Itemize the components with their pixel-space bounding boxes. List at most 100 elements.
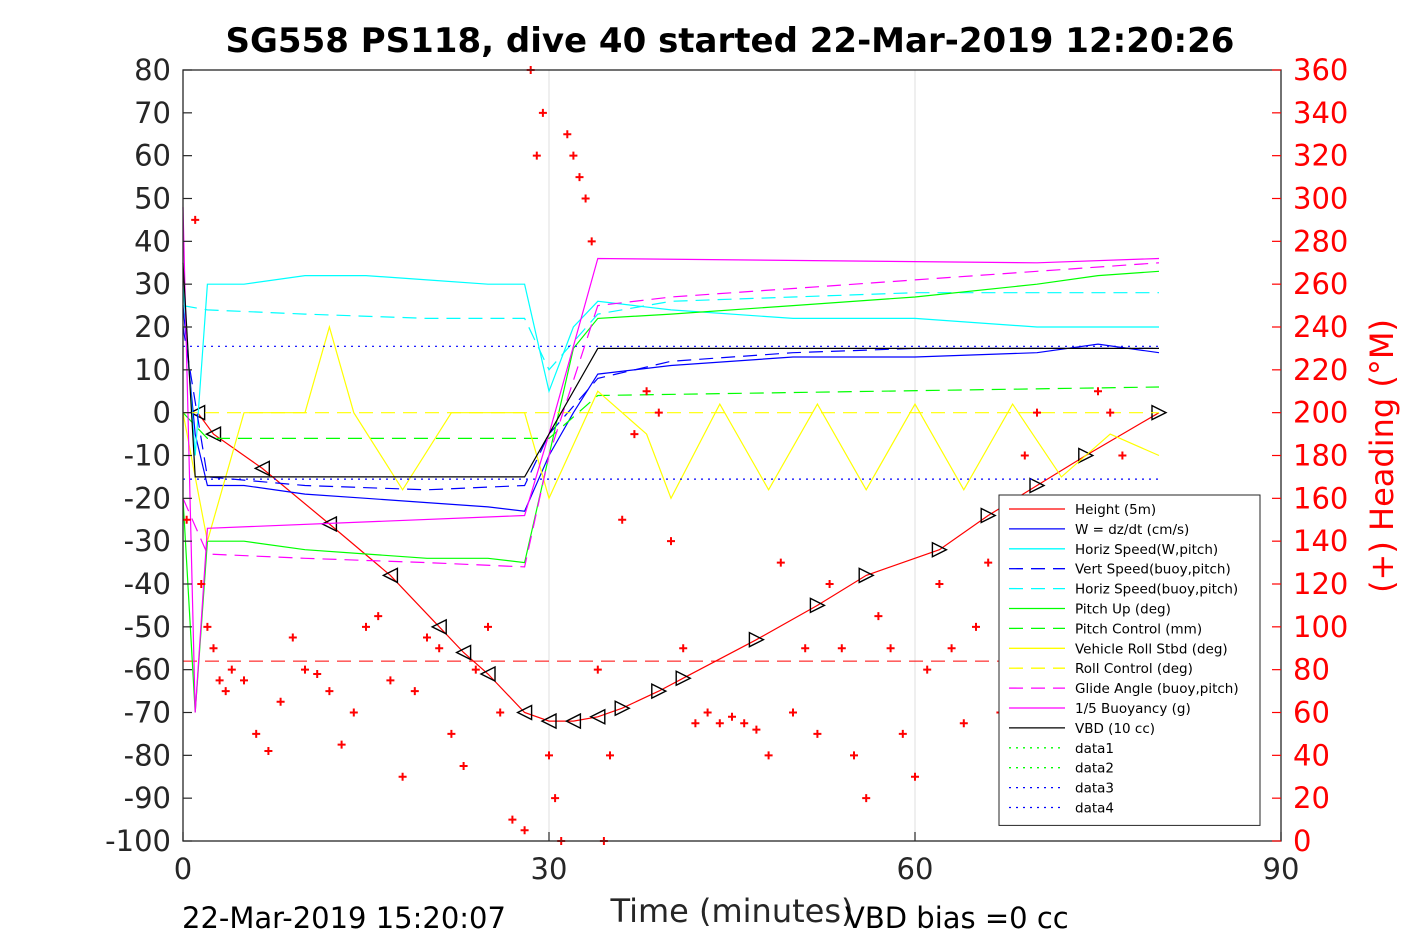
y-right-tick-label: 320 <box>1293 139 1348 173</box>
heading-point <box>227 665 236 674</box>
legend-label: VBD (10 cc) <box>1075 721 1155 737</box>
heading-point <box>1118 451 1127 460</box>
heading-point <box>837 644 846 653</box>
y-tick-label: -30 <box>124 524 171 558</box>
y-tick-label: -60 <box>124 653 171 687</box>
heading-point <box>691 719 700 728</box>
y-tick-label: -40 <box>124 567 171 601</box>
series-horiz-speed-w-pitch <box>182 275 1159 456</box>
heading-point <box>789 708 797 717</box>
plot-area <box>182 66 1168 845</box>
height-marker <box>516 704 533 721</box>
height-marker <box>980 507 997 524</box>
heading-point <box>1033 408 1041 417</box>
height-marker <box>1078 447 1095 464</box>
heading-point <box>972 622 980 631</box>
heading-point <box>447 729 456 738</box>
y-right-tick-label: 180 <box>1293 439 1348 473</box>
height-marker <box>809 597 826 614</box>
heading-point <box>898 729 907 738</box>
heading-point <box>301 665 309 674</box>
x-tick-label: 90 <box>1263 852 1300 886</box>
heading-point <box>471 665 480 674</box>
legend-label: Roll Control (deg) <box>1075 661 1193 677</box>
height-marker <box>430 618 447 635</box>
heading-point <box>221 687 230 696</box>
heading-point <box>288 633 297 642</box>
y-tick-label: -70 <box>124 696 171 730</box>
heading-point <box>410 687 419 696</box>
legend-label: 1/5 Buoyancy (g) <box>1075 701 1191 717</box>
legend-label: Vert Speed(buoy,pitch) <box>1075 562 1231 578</box>
legend-label: Horiz Speed(buoy,pitch) <box>1075 582 1238 598</box>
series-pitch-control-mm <box>182 386 1160 439</box>
height-marker <box>253 460 270 477</box>
heading-point <box>862 794 871 803</box>
heading-point <box>947 644 956 653</box>
y-right-tick-label: 20 <box>1293 781 1330 815</box>
legend: Height (5m) W = dz/dt (cm/s) Horiz Speed(W… <box>998 494 1261 826</box>
height-marker <box>564 712 582 730</box>
legend-label: Height (5m) <box>1075 502 1156 518</box>
heading-point <box>484 622 492 631</box>
heading-point <box>362 622 370 631</box>
height-marker <box>614 700 631 717</box>
heading-point <box>496 708 505 717</box>
footer-timestamp: 22-Mar-2019 15:20:07 <box>182 901 506 935</box>
heading-point <box>618 515 627 524</box>
y-right-tick-label: 60 <box>1293 696 1330 730</box>
y-right-tick-label: 360 <box>1293 53 1348 87</box>
x-tick-label: 60 <box>897 852 934 886</box>
y-right-tick-label: 240 <box>1293 310 1348 344</box>
heading-point <box>182 515 191 524</box>
heading-point <box>606 751 614 760</box>
y-right-tick-label: 200 <box>1293 396 1348 430</box>
heading-point <box>575 173 584 182</box>
y-right-tick-label: 260 <box>1293 267 1348 301</box>
legend-label: data4 <box>1075 801 1114 817</box>
y-tick-label: 80 <box>134 53 171 87</box>
y-tick-label: 20 <box>134 310 171 344</box>
footer-vbd-bias: VBD bias =0 cc <box>845 901 1069 935</box>
y-right-tick-label: 120 <box>1293 567 1348 601</box>
y-tick-label: -80 <box>124 738 171 772</box>
y-right-tick-label: 40 <box>1293 738 1330 772</box>
heading-point <box>459 762 468 771</box>
heading-point <box>538 108 547 117</box>
heading-point <box>654 408 663 417</box>
heading-point <box>209 644 218 653</box>
heading-point <box>825 580 834 588</box>
series-vbd-10-cc <box>182 262 1159 478</box>
y-tick-label: 60 <box>134 139 171 173</box>
legend-label: data3 <box>1075 781 1114 797</box>
heading-point <box>587 237 596 246</box>
y-right-tick-label: 220 <box>1293 353 1348 387</box>
legend-label: data1 <box>1075 741 1114 757</box>
legend-label: W = dz/dt (cm/s) <box>1075 522 1189 538</box>
heading-point <box>776 558 785 567</box>
heading-point <box>935 580 944 588</box>
height-marker <box>381 567 399 584</box>
y-tick-label: 50 <box>134 182 171 216</box>
height-marker <box>204 425 222 443</box>
heading-point <box>191 215 200 224</box>
heading-point <box>593 665 602 674</box>
series-vehicle-roll-stbd-deg <box>182 324 1160 542</box>
series-horiz-speed-buoy-pitch <box>182 292 1159 371</box>
heading-point <box>423 633 431 642</box>
heading-point <box>764 751 773 760</box>
heading-point <box>398 772 407 781</box>
series-w-dz-dt-cm-s <box>182 305 1160 512</box>
y-tick-label: -20 <box>124 481 171 515</box>
tick-labels: 0 30 60 9080706050403020100-10-20-30-40-50-… <box>105 53 1348 886</box>
heading-point <box>667 537 675 546</box>
heading-point <box>569 151 578 160</box>
x-tick-label: 30 <box>531 852 568 886</box>
heading-point <box>923 665 932 674</box>
x-axis-label: Time (minutes) <box>610 892 854 930</box>
series-pitch-up-deg <box>182 270 1160 713</box>
heading-point <box>886 644 895 653</box>
heading-point <box>813 729 822 738</box>
heading-point <box>1106 408 1115 417</box>
